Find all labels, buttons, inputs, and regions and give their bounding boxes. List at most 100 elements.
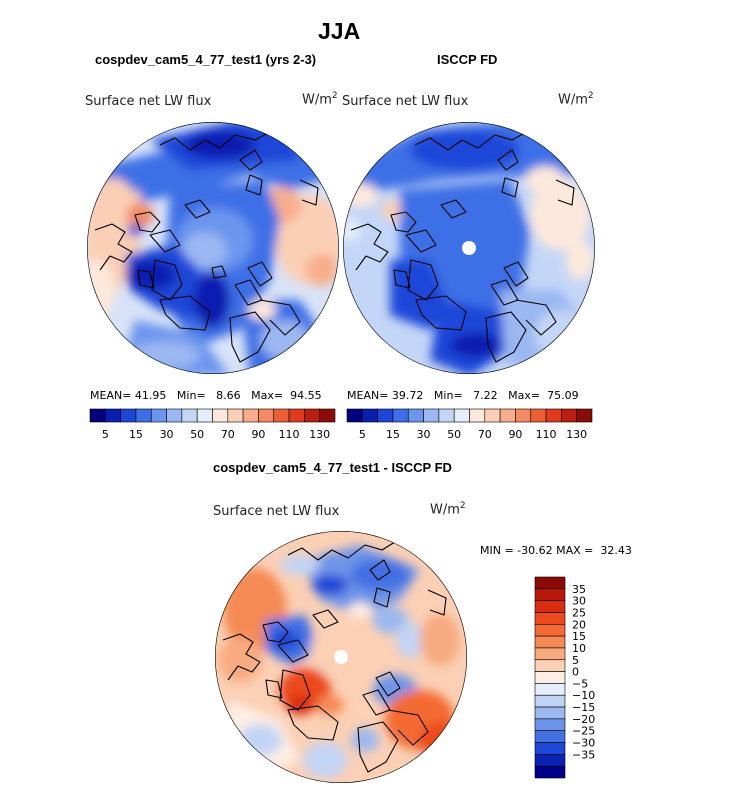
- model-colorbar-tick-label: 70: [221, 428, 235, 441]
- model-colorbar-tick-label: 90: [251, 428, 265, 441]
- diff-colorbar-cell: [534, 671, 566, 684]
- diff-colorbar-tick-label: 30: [572, 595, 586, 608]
- obs-colorbar-cell: [453, 408, 470, 423]
- obs-colorbar-cell: [515, 408, 532, 423]
- model-min: 8.66: [216, 389, 241, 402]
- obs-panel-title: ISCCP FD: [437, 52, 498, 67]
- model-colorbar-tick-label: 5: [102, 428, 109, 441]
- obs-colorbar: 5 15 30 50 70 90 110 130: [346, 408, 593, 441]
- obs-colorbar-tick-label: 110: [536, 428, 557, 441]
- obs-colorbar-tick-label: 5: [359, 428, 366, 441]
- diff-colorbar-cell: [534, 694, 566, 708]
- model-colorbar-cell: [196, 408, 213, 423]
- diff-colorbar-tick-label: −15: [572, 701, 595, 714]
- diff-colorbar-cell: [534, 635, 566, 649]
- diff-colorbar-cell: [534, 765, 566, 779]
- model-polar-map: [87, 122, 339, 374]
- obs-colorbar-cell: [423, 408, 440, 423]
- obs-colorbar-cell: [545, 408, 562, 423]
- obs-colorbar-cell: [377, 408, 394, 423]
- model-colorbar-cell: [319, 408, 336, 423]
- obs-colorbar-cell: [530, 408, 547, 423]
- obs-colorbar-tick-label: 30: [417, 428, 431, 441]
- diff-colorbar-tick-label: −5: [572, 677, 588, 690]
- obs-colorbar-cell: [499, 408, 516, 423]
- diff-colorbar-tick-label: −35: [572, 748, 595, 761]
- diff-colorbar-tick-label: 0: [572, 666, 579, 679]
- model-colorbar-cell: [288, 408, 305, 423]
- diff-colorbar-cell: [534, 623, 566, 637]
- diff-colorbar-cell: [534, 742, 566, 755]
- diff-colorbar-tick-label: −10: [572, 689, 595, 702]
- obs-stats: MEAN= 39.72 Min= 7.22 Max= 75.09: [347, 389, 579, 402]
- model-panel-title: cospdev_cam5_4_77_test1 (yrs 2-3): [95, 52, 317, 67]
- obs-colorbar-cell: [362, 408, 378, 423]
- diff-colorbar-cell: [534, 683, 566, 696]
- model-colorbar-cell: [135, 408, 152, 423]
- diff-colorbar-cell: [534, 576, 566, 590]
- model-colorbar-tick-label: 50: [190, 428, 204, 441]
- model-mean: 41.95: [134, 389, 167, 402]
- diff-colorbar-cell: [534, 718, 566, 732]
- diff-polar-map: [215, 531, 467, 783]
- obs-colorbar-cell: [392, 408, 409, 423]
- diff-colorbar-cell: [534, 730, 566, 743]
- diff-colorbar-cell: [534, 588, 566, 601]
- model-colorbar-cell: [89, 408, 106, 423]
- diff-stats: MIN = -30.62 MAX = 32.43: [480, 544, 632, 557]
- diff-colorbar-tick-label: −25: [572, 725, 595, 738]
- model-colorbar-cell: [166, 408, 183, 423]
- obs-polar-map: [343, 122, 595, 374]
- model-colorbar-cell: [105, 408, 121, 423]
- diff-colorbar-tick-label: 5: [572, 654, 579, 667]
- diff-colorbar-tick-label: 25: [572, 606, 586, 619]
- diff-variable-label: Surface net LW flux: [213, 504, 340, 519]
- diff-colorbar-tick-label: 35: [572, 583, 586, 596]
- obs-colorbar-tick-label: 70: [478, 428, 492, 441]
- model-units-label: W/m2: [302, 91, 338, 108]
- model-colorbar-cell: [212, 408, 229, 423]
- obs-colorbar-tick-label: 90: [508, 428, 522, 441]
- obs-variable-label: Surface net LW flux: [342, 94, 469, 109]
- model-colorbar: 5 15 30 50 70 90 110 130: [89, 408, 336, 441]
- obs-colorbar-cell: [346, 408, 363, 423]
- obs-min: 7.22: [473, 389, 498, 402]
- model-colorbar-tick-label: 110: [279, 428, 300, 441]
- obs-colorbar-tick-label: 50: [447, 428, 461, 441]
- obs-mean: 39.72: [391, 389, 424, 402]
- model-colorbar-cell: [273, 408, 290, 423]
- obs-colorbar-cell: [407, 408, 424, 423]
- model-colorbar-cell: [181, 408, 198, 423]
- model-colorbar-tick-label: 30: [160, 428, 174, 441]
- model-colorbar-cell: [304, 408, 320, 423]
- obs-max: 75.09: [547, 389, 579, 402]
- diff-colorbar-tick-label: 10: [572, 642, 586, 655]
- obs-colorbar-cell: [469, 408, 486, 423]
- diff-colorbar-cell: [534, 612, 566, 625]
- diff-colorbar-tick-label: 20: [572, 618, 586, 631]
- season-title: JJA: [318, 18, 361, 44]
- diff-colorbar-tick-label: 15: [572, 630, 586, 643]
- model-colorbar-cell: [150, 408, 167, 423]
- obs-colorbar-tick-label: 15: [386, 428, 400, 441]
- model-variable-label: Surface net LW flux: [85, 94, 212, 109]
- diff-panel-title: cospdev_cam5_4_77_test1 - ISCCP FD: [213, 460, 452, 475]
- diff-colorbar-cell: [534, 659, 566, 672]
- obs-units-label: W/m2: [558, 91, 594, 108]
- model-colorbar-cell: [242, 408, 259, 423]
- diff-colorbar-cell: [534, 754, 566, 767]
- diff-colorbar-tick-label: −20: [572, 713, 595, 726]
- model-colorbar-cell: [227, 408, 244, 423]
- obs-colorbar-cell: [561, 408, 577, 423]
- obs-colorbar-tick-label: 130: [566, 428, 587, 441]
- obs-colorbar-cell: [484, 408, 501, 423]
- model-colorbar-cell: [258, 408, 275, 423]
- obs-colorbar-cell: [576, 408, 593, 423]
- model-colorbar-tick-label: 15: [129, 428, 143, 441]
- diff-colorbar-tick-label: −30: [572, 737, 595, 750]
- model-colorbar-tick-label: 130: [309, 428, 330, 441]
- diff-colorbar-cell: [534, 600, 566, 613]
- diff-colorbar-cell: [534, 647, 566, 661]
